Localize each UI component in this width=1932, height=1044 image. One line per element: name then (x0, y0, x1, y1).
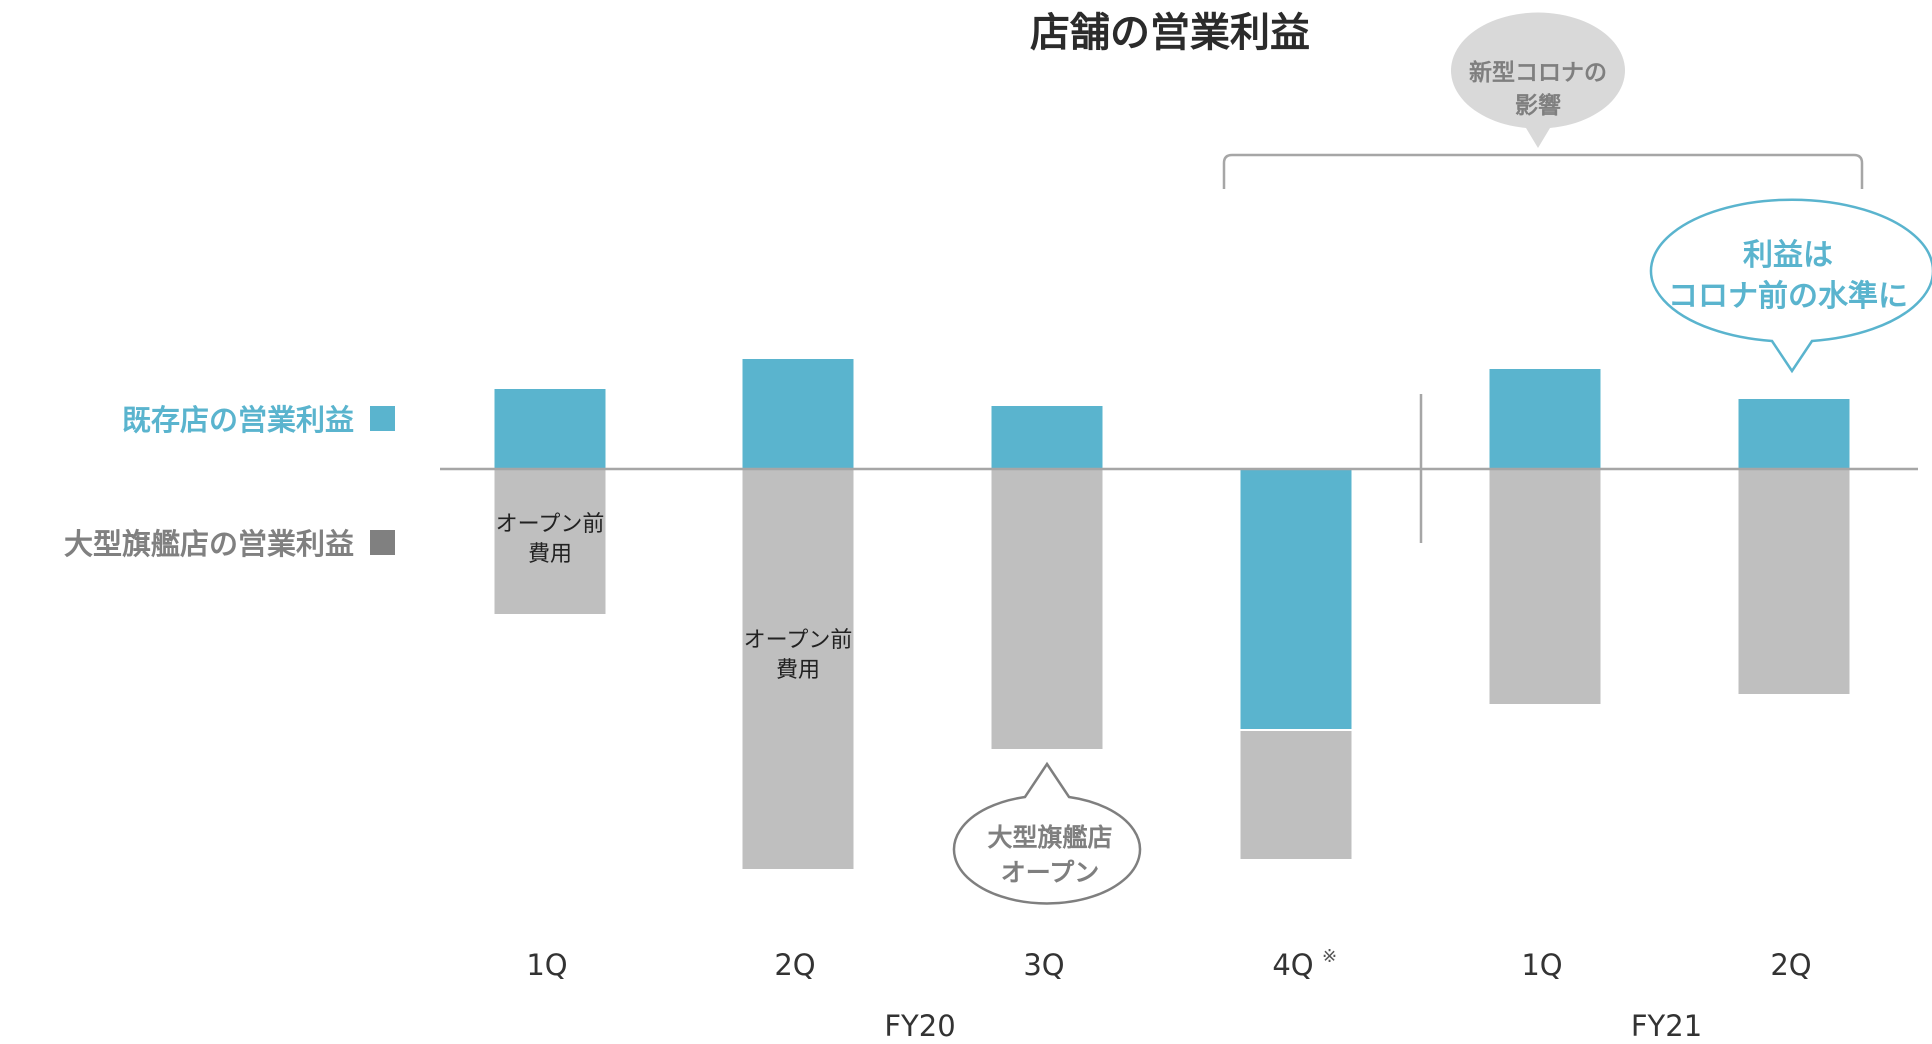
callout-covid-impact: 新型コロナの 影響 (1222, 12, 1864, 189)
callout-covid-impact-line-1: 新型コロナの (1469, 59, 1607, 86)
bar-existing-4 (1489, 369, 1601, 469)
group-label-fy21: FY21 (1631, 1009, 1702, 1043)
group-label-fy20: FY20 (884, 1009, 955, 1043)
callout-flagship-open-bubble (952, 761, 1142, 905)
bars-layer (494, 359, 1850, 869)
x-tick-label-5: 2Q (1770, 948, 1811, 982)
x-tick-label-2: 3Q (1023, 948, 1064, 982)
bar-flagship-3 (1240, 731, 1352, 859)
callout-flagship-open-line-1: 大型旗艦店 (987, 823, 1112, 852)
x-tick-label-4: 1Q (1521, 948, 1562, 982)
bar-existing-5 (1738, 399, 1850, 469)
bar-existing-2 (991, 406, 1103, 469)
bar-existing-1 (742, 359, 854, 469)
legend-label-flagship-stores: 大型旗艦店の営業利益 (64, 527, 354, 561)
bar-existing-3 (1240, 469, 1352, 729)
bar-annotation-0-line-0: オープン前 (496, 512, 605, 537)
callout-profit-recovered-bubble (1649, 198, 1932, 374)
bar-existing-0 (494, 389, 606, 469)
legend: 既存店の営業利益 大型旗艦店の営業利益 (64, 403, 395, 561)
callout-covid-impact-bubble (1451, 12, 1626, 148)
bar-flagship-1 (742, 469, 854, 869)
chart-title: 店舗の営業利益 (1030, 10, 1310, 56)
bar-flagship-0 (494, 469, 606, 614)
x-tick-note-3: ※ (1322, 946, 1337, 967)
legend-marker-existing-stores (370, 406, 395, 431)
legend-label-existing-stores: 既存店の営業利益 (122, 403, 354, 437)
bar-annotation-0-line-1: 費用 (528, 542, 572, 567)
bar-annotation-1-line-1: 費用 (776, 658, 820, 683)
bar-flagship-4 (1489, 469, 1601, 704)
callout-flagship-open: 大型旗艦店 オープン (952, 761, 1142, 905)
callout-flagship-open-line-2: オープン (1001, 858, 1100, 887)
callout-covid-impact-line-2: 影響 (1515, 92, 1561, 119)
covid-impact-bracket (1222, 153, 1864, 189)
bar-annotation-1-line-0: オープン前 (744, 628, 853, 653)
x-tick-label-3: 4Q (1272, 948, 1313, 982)
legend-marker-flagship-stores (370, 530, 395, 555)
callout-profit-recovered-line-2: コロナ前の水準に (1668, 279, 1908, 314)
x-tick-label-0: 1Q (526, 948, 567, 982)
callout-profit-recovered: 利益は コロナ前の水準に (1649, 198, 1932, 374)
x-tick-label-1: 2Q (774, 948, 815, 982)
bar-flagship-2 (991, 469, 1103, 749)
bar-flagship-5 (1738, 469, 1850, 694)
callout-profit-recovered-line-1: 利益は (1743, 238, 1833, 273)
